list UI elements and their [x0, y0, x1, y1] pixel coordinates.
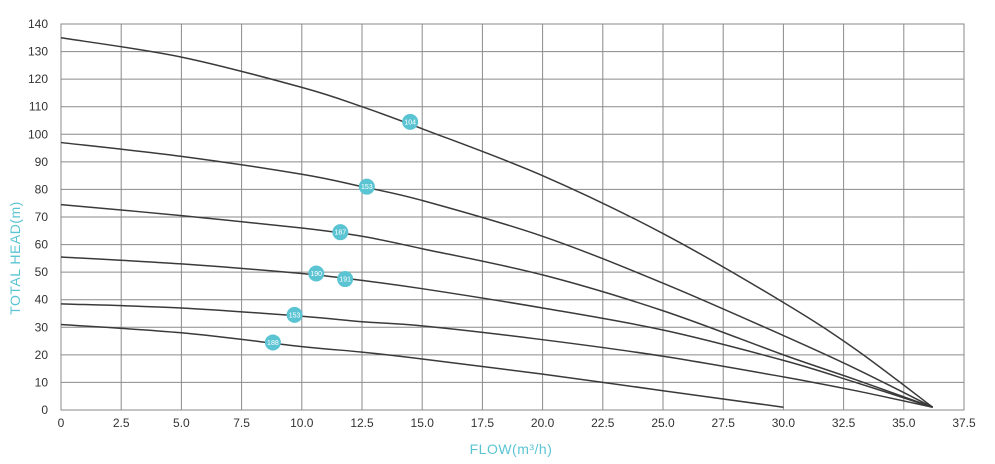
curve-marker-3: 187	[332, 224, 349, 241]
x-axis-ticks: 0 2.5 5.0 7.5 10.0 12.5 15.0 17.5 20.0 22.5 25.0 27…	[58, 416, 976, 430]
x-tick-label: 0	[58, 416, 65, 430]
extra-marker-1: 190	[308, 265, 325, 282]
marker-circle	[402, 113, 419, 130]
marker-circle	[337, 271, 354, 288]
x-tick-label: 27.5	[712, 416, 736, 430]
y-tick-label: 90	[35, 155, 49, 169]
marker-circle	[264, 334, 281, 351]
x-tick-label: 12.5	[350, 416, 374, 430]
curve-3	[60, 203, 933, 408]
marker-label: 187	[334, 230, 346, 237]
marker-label: 188	[267, 340, 279, 347]
y-tick-label: 110	[29, 100, 48, 114]
y-tick-label: 40	[35, 293, 49, 307]
curve-marker-2: 153	[358, 178, 375, 195]
marker-label: 153	[289, 312, 301, 319]
x-tick-label: 10.0	[290, 416, 314, 430]
curve-6	[60, 323, 784, 408]
curves	[60, 37, 934, 408]
y-tick-label: 50	[35, 265, 49, 279]
x-tick-label: 2.5	[113, 416, 130, 430]
marker-label: 191	[339, 277, 351, 284]
marker-label: 190	[310, 271, 322, 278]
y-tick-label: 10	[35, 375, 49, 389]
marker-label: 104	[404, 119, 416, 126]
marker-circle	[286, 306, 303, 323]
plot-frame	[60, 23, 965, 411]
x-tick-label: 17.5	[471, 416, 495, 430]
curve-1	[60, 37, 934, 408]
y-axis-title: TOTAL HEAD(m)	[7, 201, 23, 315]
marker-circle	[358, 178, 375, 195]
marker-label: 153	[361, 184, 373, 191]
y-tick-label: 80	[35, 182, 49, 196]
x-tick-label: 25.0	[651, 416, 675, 430]
y-tick-label: 130	[28, 45, 48, 59]
x-tick-label: 35.0	[892, 416, 916, 430]
x-axis-title: FLOW(m³/h)	[470, 441, 553, 457]
x-tick-label: 15.0	[411, 416, 435, 430]
y-tick-label: 20	[35, 348, 49, 362]
curve-5	[60, 303, 933, 408]
x-tick-label: 22.5	[591, 416, 615, 430]
curve-4	[60, 256, 933, 408]
x-tick-label: 7.5	[233, 416, 250, 430]
y-tick-label: 100	[28, 127, 48, 141]
marker-circle	[308, 265, 325, 282]
y-tick-label: 140	[28, 17, 48, 31]
marker-circle	[332, 224, 349, 241]
x-tick-label: 30.0	[772, 416, 796, 430]
y-tick-label: 70	[35, 210, 49, 224]
y-tick-label: 30	[35, 320, 49, 334]
x-tick-label: 32.5	[832, 416, 856, 430]
x-tick-label: 5.0	[173, 416, 190, 430]
y-tick-label: 0	[41, 403, 48, 417]
x-tick-label: 20.0	[531, 416, 555, 430]
curve-2	[60, 141, 934, 408]
x-tick-label: 37.5	[952, 416, 976, 430]
y-tick-label: 60	[35, 238, 49, 252]
curve-marker-6: 188	[264, 334, 281, 351]
y-tick-label: 120	[28, 72, 48, 86]
grid	[60, 23, 965, 411]
curve-marker-5: 153	[286, 306, 303, 323]
curve-marker-1: 104	[402, 113, 419, 130]
markers: 104 153 187 191 153 188 190	[264, 113, 419, 351]
curve-marker-4: 191	[337, 271, 354, 288]
y-axis-ticks: 0 10 20 30 40 50 60 70 80 90 100 110 120 130 140	[28, 17, 48, 417]
